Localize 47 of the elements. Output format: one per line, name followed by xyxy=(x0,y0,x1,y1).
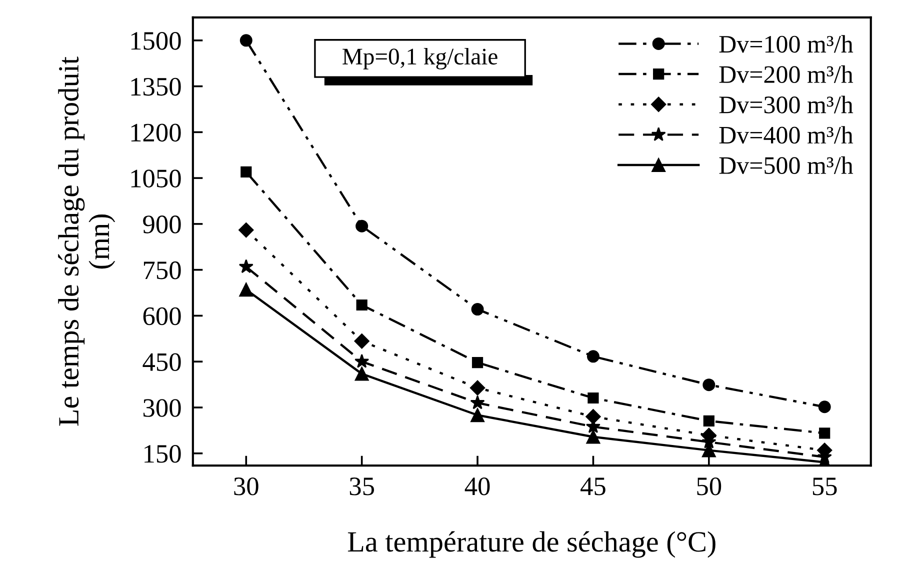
point xyxy=(238,222,254,238)
y-tick-label: 600 xyxy=(143,307,181,326)
point xyxy=(470,380,486,396)
point xyxy=(470,395,485,410)
point xyxy=(356,220,368,232)
legend-label: Dv=100 m³/h xyxy=(719,35,854,53)
point xyxy=(472,356,484,368)
legend-label: Dv=400 m³/h xyxy=(719,126,854,144)
x-tick-label: 30 xyxy=(234,477,258,496)
point xyxy=(354,334,370,349)
x-tick-label: 45 xyxy=(580,478,606,496)
legend-label: Dv=500 m³/h xyxy=(719,156,854,174)
point xyxy=(240,34,252,47)
point xyxy=(354,354,370,368)
point xyxy=(586,350,600,363)
legend-label: Dv=300 m³/h xyxy=(719,96,854,114)
y-tick-label: 1350 xyxy=(131,78,181,96)
x-tick-label: 40 xyxy=(464,477,490,496)
point xyxy=(354,366,369,381)
point xyxy=(586,430,600,444)
y-tick-label: 450 xyxy=(142,353,181,372)
x-axis-title: La température de séchage (°C) xyxy=(348,531,716,558)
point xyxy=(703,415,714,426)
x-tick-label: 50 xyxy=(697,477,722,496)
y-axis-title: Le temps de séchage du produit (mn) xyxy=(58,56,116,426)
x-tick-label: 35 xyxy=(350,478,374,496)
point xyxy=(471,303,484,316)
legend-label: Dv=200 m³/h xyxy=(719,65,854,84)
point xyxy=(239,282,254,297)
point xyxy=(240,166,252,178)
y-tick-label: 1050 xyxy=(131,170,181,188)
y-tick-label: 1500 xyxy=(131,32,181,50)
point xyxy=(586,409,601,424)
point xyxy=(702,378,716,392)
annotation: Mp=0,1 kg/claie xyxy=(342,48,498,70)
point xyxy=(356,299,368,311)
y-tick-label: 750 xyxy=(144,261,181,280)
point xyxy=(238,259,254,274)
y-tick-label: 1200 xyxy=(131,124,181,142)
y-tick-label: 150 xyxy=(144,444,181,463)
y-tick-label: 900 xyxy=(143,216,181,234)
y-tick-label: 300 xyxy=(143,399,181,417)
point xyxy=(470,408,484,422)
point xyxy=(818,400,831,414)
x-tick-label: 55 xyxy=(812,478,837,496)
point xyxy=(588,392,599,404)
point xyxy=(819,428,830,439)
